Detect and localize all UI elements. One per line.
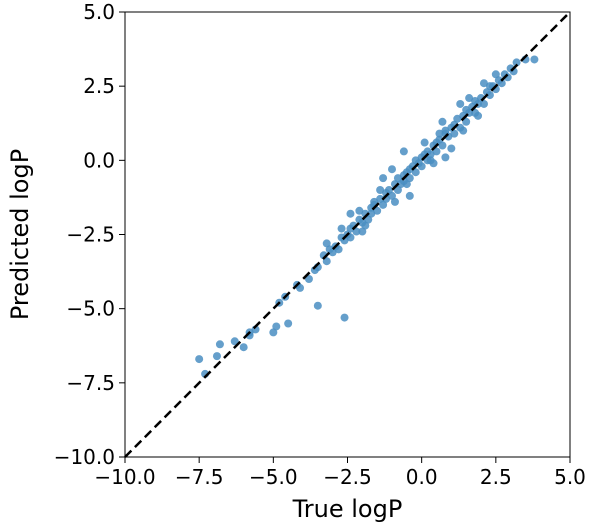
scatter-point-50	[393, 174, 402, 183]
scatter-point-100	[512, 58, 521, 67]
scatter-point-130	[426, 156, 435, 165]
x-axis-label: True logP	[292, 495, 403, 523]
scatter-point-10	[272, 322, 281, 331]
scatter-point-76	[450, 129, 459, 138]
scatter-point-16	[304, 275, 313, 283]
scatter-point-126	[435, 129, 444, 138]
scatter-point-114	[346, 209, 355, 218]
x-tick-label: 2.5	[480, 465, 512, 489]
scatter-point-81	[462, 117, 471, 126]
scatter-point-3	[215, 340, 224, 349]
scatter-point-22	[328, 248, 337, 257]
scatter-point-118	[491, 70, 500, 79]
x-tick-label: 0.0	[406, 465, 438, 489]
scatter-point-78	[453, 114, 462, 123]
y-tick-label: −7.5	[66, 371, 115, 395]
scatter-point-120	[420, 138, 429, 147]
scatter-point-62	[417, 162, 426, 171]
scatter-point-26	[334, 245, 343, 254]
scatter-point-66	[426, 150, 435, 159]
scatter-point-31	[346, 233, 355, 242]
x-tick-label: −2.5	[323, 465, 372, 489]
scatter-point-113	[399, 147, 408, 156]
scatter-point-55	[405, 174, 414, 183]
y-axis-ticks: −10.0 −7.5 −5.0 −2.5 0.0 2.5 5.0	[54, 0, 125, 469]
scatter-point-105	[405, 191, 414, 200]
scatter-point-71	[438, 141, 447, 150]
scatter-point-128	[474, 111, 483, 120]
scatter-point-112	[447, 144, 456, 153]
scatter-point-123	[459, 126, 468, 135]
scatter-point-125	[402, 180, 411, 189]
scatter-point-127	[376, 186, 385, 194]
y-tick-label: −10.0	[54, 445, 115, 469]
scatter-point-106	[379, 174, 388, 183]
x-tick-label: −10.0	[94, 465, 155, 489]
x-tick-label: −5.0	[249, 465, 298, 489]
y-axis-label: Predicted logP	[6, 149, 34, 320]
scatter-point-116	[388, 165, 396, 174]
scatter-point-110	[438, 117, 447, 126]
y-tick-label: −5.0	[66, 297, 115, 321]
x-axis-ticks: −10.0 −7.5 −5.0 −2.5 0.0 2.5 5.0	[94, 457, 586, 489]
scatter-point-47	[388, 191, 396, 200]
scatter-point-0	[195, 355, 204, 364]
scatter-point-41	[373, 206, 382, 215]
scatter-point-5	[239, 343, 248, 352]
y-tick-label: 5.0	[83, 0, 115, 24]
scatter-point-95	[497, 79, 506, 88]
scatter-point-43	[379, 200, 388, 209]
scatter-point-46	[385, 186, 394, 194]
scatter-point-89	[479, 99, 488, 108]
x-tick-label: −7.5	[175, 465, 224, 489]
y-tick-label: 2.5	[83, 74, 115, 98]
scatter-point-119	[361, 221, 370, 230]
scatter-point-122	[355, 206, 364, 215]
scatter-point-102	[530, 55, 539, 64]
scatter-point-58	[411, 168, 420, 177]
scatter-point-129	[337, 224, 346, 233]
scatter-point-33	[352, 227, 361, 236]
scatter-point-73	[441, 126, 450, 135]
scatter-point-124	[485, 82, 494, 91]
scatter-point-9	[269, 328, 278, 337]
scatter-point-115	[322, 239, 331, 248]
identity-reference-line	[124, 11, 571, 458]
scatter-point-39	[367, 209, 376, 218]
scatter-point-42	[376, 194, 385, 203]
scatter-point-20	[322, 257, 331, 266]
x-tick-label: 5.0	[554, 465, 586, 489]
scatter-point-23	[313, 301, 322, 310]
scatter-point-103	[370, 197, 379, 206]
y-tick-label: 0.0	[83, 148, 115, 172]
y-tick-label: −2.5	[66, 223, 115, 247]
scatter-point-37	[364, 215, 373, 224]
scatter-point-68	[432, 147, 441, 156]
scatter-point-70	[435, 135, 444, 144]
scatter-point-107	[456, 99, 465, 108]
scatter-point-4	[230, 337, 239, 346]
scatter-point-49	[393, 186, 402, 194]
scatter-point-109	[465, 94, 474, 103]
scatter-point-24	[340, 313, 349, 322]
scatter-point-2	[212, 352, 221, 361]
scatter-point-12	[284, 319, 293, 328]
scatter-point-91	[485, 91, 494, 100]
scatter-point-104	[358, 227, 367, 236]
scatter-point-15	[296, 283, 305, 292]
points-layer	[195, 55, 539, 378]
scatter-point-121	[390, 197, 399, 206]
scatter-point-108	[441, 153, 450, 162]
scatter-point-111	[479, 79, 488, 88]
